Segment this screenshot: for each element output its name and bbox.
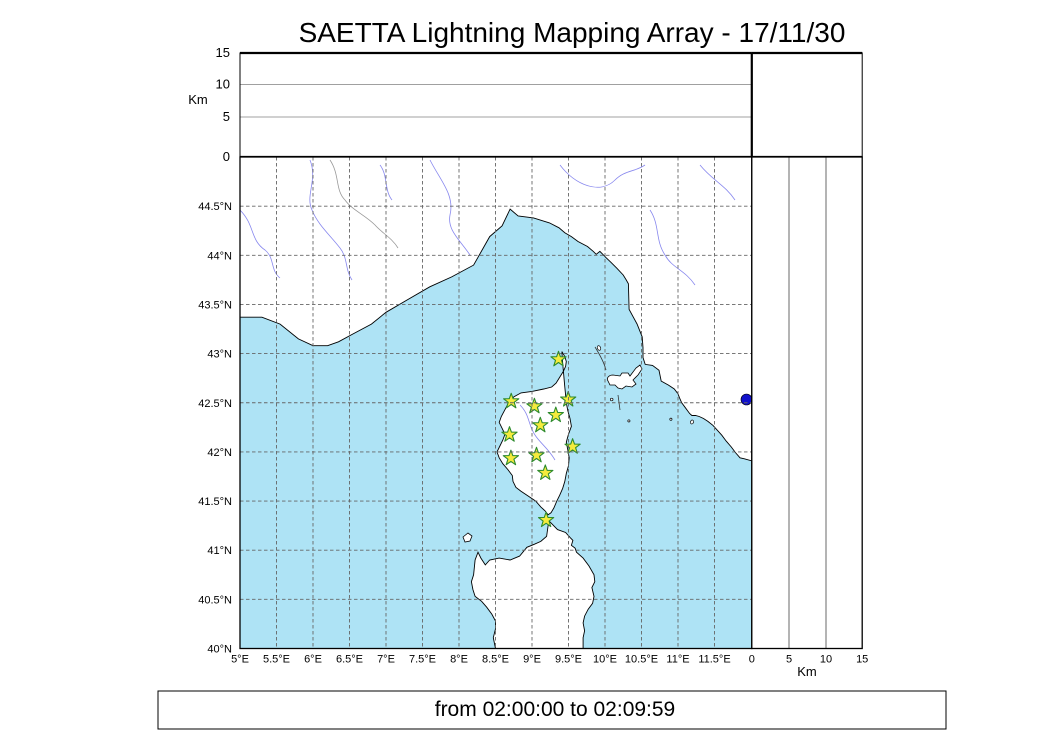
svg-text:from 02:00:00 to 02:09:59: from 02:00:00 to 02:09:59	[435, 698, 676, 721]
svg-text:8.5°E: 8.5°E	[482, 654, 509, 666]
svg-text:43°N: 43°N	[207, 349, 232, 361]
svg-text:40.5°N: 40.5°N	[198, 594, 232, 606]
svg-text:42.5°N: 42.5°N	[198, 398, 232, 410]
svg-text:41°N: 41°N	[207, 545, 232, 557]
svg-text:5.5°E: 5.5°E	[263, 654, 290, 666]
svg-text:9°E: 9°E	[523, 654, 541, 666]
svg-text:44°N: 44°N	[207, 250, 232, 262]
svg-text:10: 10	[216, 77, 230, 92]
svg-text:40°N: 40°N	[207, 644, 232, 656]
svg-text:0: 0	[223, 149, 230, 164]
svg-text:0: 0	[749, 654, 755, 666]
svg-text:11.5°E: 11.5°E	[698, 654, 730, 666]
svg-text:15: 15	[216, 45, 230, 60]
svg-text:6.5°E: 6.5°E	[336, 654, 363, 666]
svg-text:43.5°N: 43.5°N	[198, 299, 232, 311]
svg-text:42°N: 42°N	[207, 447, 232, 459]
svg-text:SAETTA Lightning Mapping Array: SAETTA Lightning Mapping Array - 17/11/3…	[299, 17, 846, 48]
svg-text:Km: Km	[188, 92, 208, 107]
svg-text:5°E: 5°E	[231, 654, 249, 666]
svg-text:5: 5	[223, 109, 230, 124]
svg-text:Km: Km	[797, 664, 817, 679]
svg-text:11°E: 11°E	[666, 654, 689, 666]
svg-text:10.5°E: 10.5°E	[625, 654, 658, 666]
svg-text:15: 15	[856, 654, 868, 666]
svg-text:6°E: 6°E	[304, 654, 322, 666]
svg-text:9.5°E: 9.5°E	[555, 654, 582, 666]
svg-text:7.5°E: 7.5°E	[409, 654, 436, 666]
svg-text:8°E: 8°E	[450, 654, 468, 666]
svg-text:10: 10	[820, 654, 832, 666]
svg-text:5: 5	[786, 654, 792, 666]
svg-text:41.5°N: 41.5°N	[198, 496, 232, 508]
svg-text:44.5°N: 44.5°N	[198, 201, 232, 213]
svg-text:10°E: 10°E	[593, 654, 617, 666]
svg-text:7°E: 7°E	[377, 654, 395, 666]
